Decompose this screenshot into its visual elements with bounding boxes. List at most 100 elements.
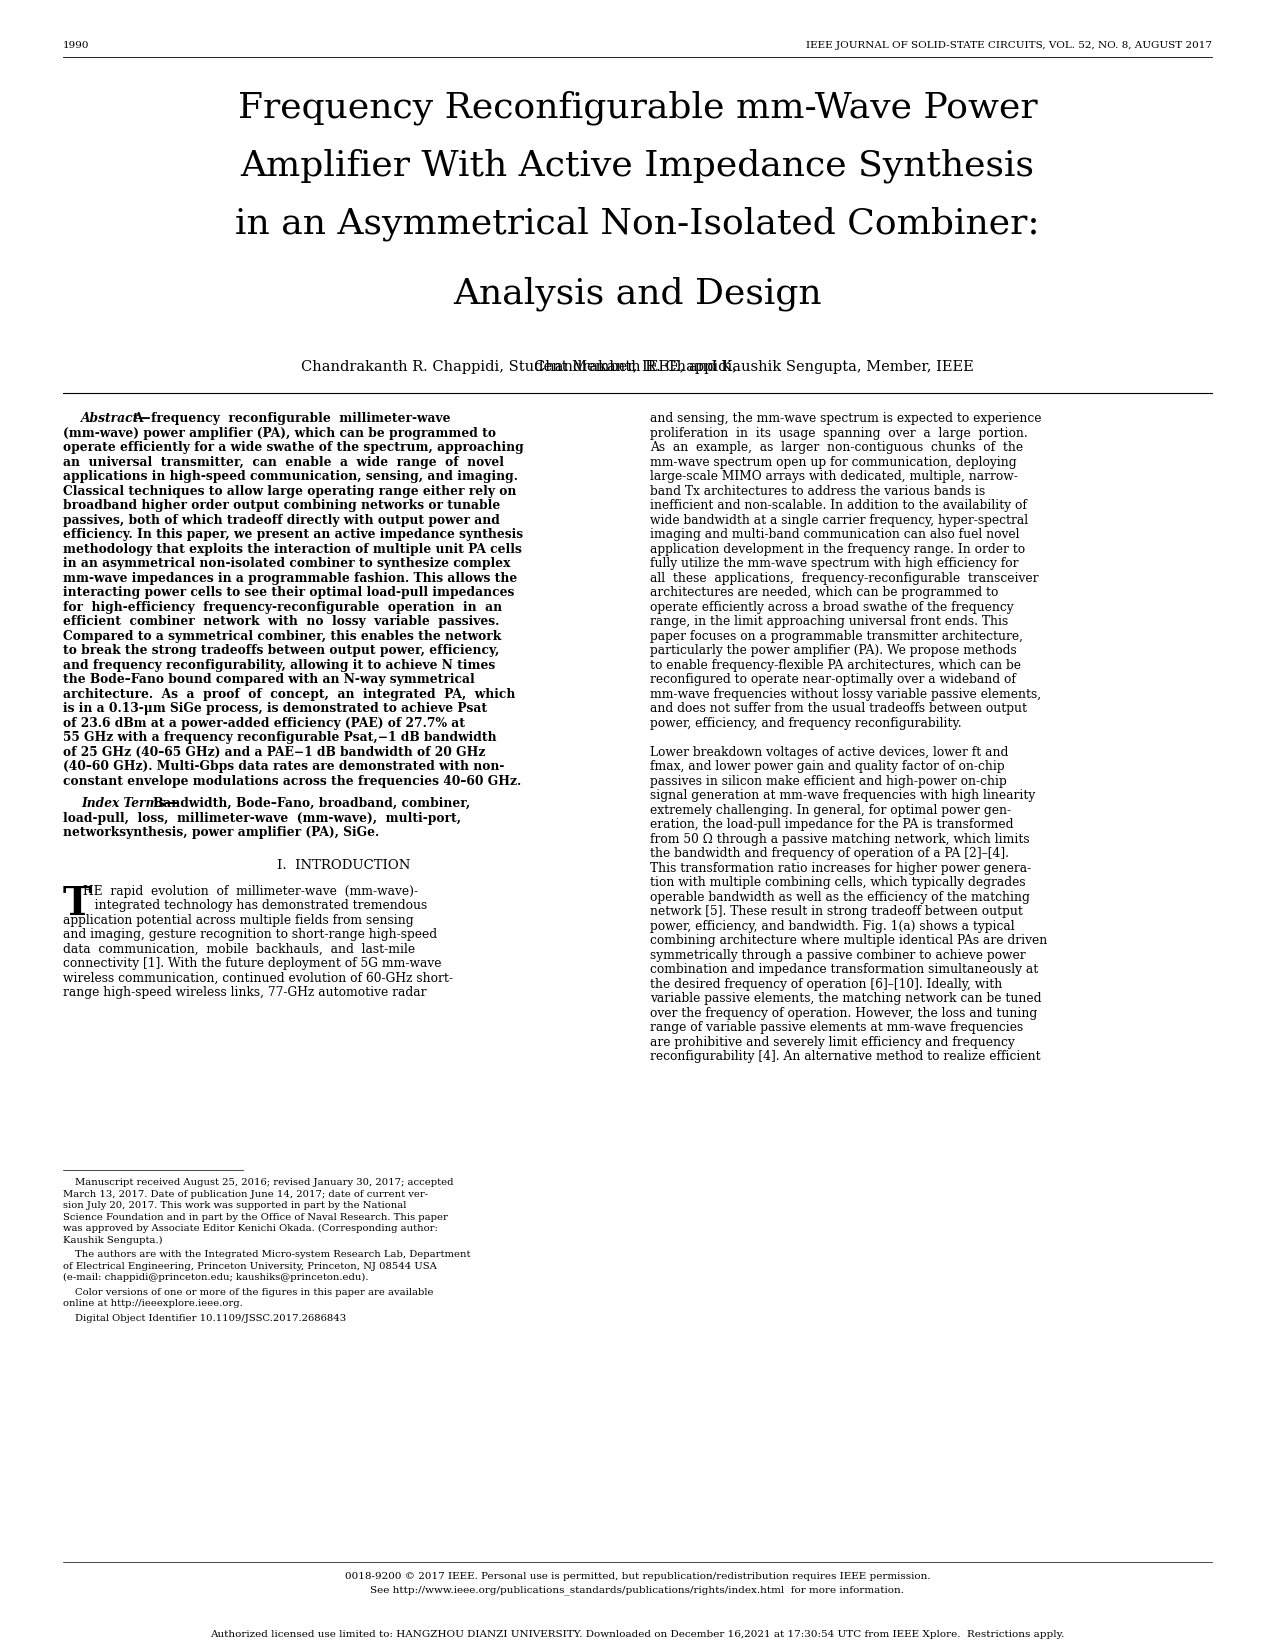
Text: of 23.6 dBm at a power-added efficiency (PAE) of 27.7% at: of 23.6 dBm at a power-added efficiency …: [62, 717, 465, 730]
Text: proliferation  in  its  usage  spanning  over  a  large  portion.: proliferation in its usage spanning over…: [650, 426, 1028, 439]
Text: and sensing, the mm-wave spectrum is expected to experience: and sensing, the mm-wave spectrum is exp…: [650, 413, 1042, 424]
Text: methodology that exploits the interaction of multiple unit PA cells: methodology that exploits the interactio…: [62, 543, 521, 555]
Text: constant envelope modulations across the frequencies 40–60 GHz.: constant envelope modulations across the…: [62, 774, 521, 788]
Text: Index Terms—: Index Terms—: [82, 797, 177, 811]
Text: This transformation ratio increases for higher power genera-: This transformation ratio increases for …: [650, 862, 1031, 875]
Text: inefficient and non-scalable. In addition to the availability of: inefficient and non-scalable. In additio…: [650, 499, 1026, 512]
Text: mm-wave spectrum open up for communication, deploying: mm-wave spectrum open up for communicati…: [650, 456, 1016, 469]
Text: reconfigured to operate near-optimally over a wideband of: reconfigured to operate near-optimally o…: [650, 674, 1016, 687]
Text: online at http://ieeexplore.ieee.org.: online at http://ieeexplore.ieee.org.: [62, 1299, 242, 1308]
Text: operate efficiently for a wide swathe of the spectrum, approaching: operate efficiently for a wide swathe of…: [62, 441, 524, 454]
Text: Amplifier With Active Impedance Synthesis: Amplifier With Active Impedance Synthesi…: [241, 149, 1034, 183]
Text: is in a 0.13-μm SiGe process, is demonstrated to achieve Psat: is in a 0.13-μm SiGe process, is demonst…: [62, 702, 487, 715]
Text: wide bandwidth at a single carrier frequency, hyper-spectral: wide bandwidth at a single carrier frequ…: [650, 513, 1028, 527]
Text: Kaushik Sengupta.): Kaushik Sengupta.): [62, 1235, 163, 1245]
Text: to enable frequency-flexible PA architectures, which can be: to enable frequency-flexible PA architec…: [650, 659, 1021, 672]
Text: operable bandwidth as well as the efficiency of the matching: operable bandwidth as well as the effici…: [650, 890, 1030, 903]
Text: range high-speed wireless links, 77-GHz automotive radar: range high-speed wireless links, 77-GHz …: [62, 986, 427, 999]
Text: Analysis and Design: Analysis and Design: [453, 276, 822, 310]
Text: power, efficiency, and bandwidth. Fig. 1(a) shows a typical: power, efficiency, and bandwidth. Fig. 1…: [650, 920, 1015, 933]
Text: Lower breakdown voltages of active devices, lower ft and: Lower breakdown voltages of active devic…: [650, 746, 1009, 758]
Text: extremely challenging. In general, for optimal power gen-: extremely challenging. In general, for o…: [650, 804, 1011, 817]
Text: the Bode–Fano bound compared with an N-way symmetrical: the Bode–Fano bound compared with an N-w…: [62, 674, 474, 687]
Text: over the frequency of operation. However, the loss and tuning: over the frequency of operation. However…: [650, 1007, 1038, 1020]
Text: architectures are needed, which can be programmed to: architectures are needed, which can be p…: [650, 586, 998, 599]
Text: passives in silicon make efficient and high-power on-chip: passives in silicon make efficient and h…: [650, 774, 1007, 788]
Text: Manuscript received August 25, 2016; revised January 30, 2017; accepted: Manuscript received August 25, 2016; rev…: [75, 1179, 454, 1187]
Text: eration, the load-pull impedance for the PA is transformed: eration, the load-pull impedance for the…: [650, 817, 1014, 830]
Text: particularly the power amplifier (PA). We propose methods: particularly the power amplifier (PA). W…: [650, 644, 1016, 657]
Text: and imaging, gesture recognition to short-range high-speed: and imaging, gesture recognition to shor…: [62, 928, 437, 941]
Text: networksynthesis, power amplifier (PA), SiGe.: networksynthesis, power amplifier (PA), …: [62, 826, 379, 839]
Text: efficiency. In this paper, we present an active impedance synthesis: efficiency. In this paper, we present an…: [62, 528, 523, 542]
Text: T: T: [62, 885, 92, 923]
Text: March 13, 2017. Date of publication June 14, 2017; date of current ver-: March 13, 2017. Date of publication June…: [62, 1189, 428, 1199]
Text: Abstract—: Abstract—: [82, 413, 152, 424]
Text: Chandrakanth R. Chappidi, Student Member, IEEE, and Kaushik Sengupta, Member, IE: Chandrakanth R. Chappidi, Student Member…: [301, 360, 974, 375]
Text: the desired frequency of operation [6]–[10]. Ideally, with: the desired frequency of operation [6]–[…: [650, 977, 1002, 991]
Text: variable passive elements, the matching network can be tuned: variable passive elements, the matching …: [650, 992, 1042, 1005]
Text: applications in high-speed communication, sensing, and imaging.: applications in high-speed communication…: [62, 471, 518, 484]
Text: reconfigurability [4]. An alternative method to realize efficient: reconfigurability [4]. An alternative me…: [650, 1050, 1040, 1063]
Text: are prohibitive and severely limit efficiency and frequency: are prohibitive and severely limit effic…: [650, 1035, 1015, 1048]
Text: Color versions of one or more of the figures in this paper are available: Color versions of one or more of the fig…: [75, 1288, 434, 1296]
Text: mm-wave impedances in a programmable fashion. This allows the: mm-wave impedances in a programmable fas…: [62, 571, 518, 584]
Text: from 50 Ω through a passive matching network, which limits: from 50 Ω through a passive matching net…: [650, 832, 1030, 845]
Text: was approved by Associate Editor Kenichi Okada. (Corresponding author:: was approved by Associate Editor Kenichi…: [62, 1223, 437, 1233]
Text: Chandrakanth R. Chappidi,: Chandrakanth R. Chappidi,: [534, 360, 741, 375]
Text: large-scale MIMO arrays with dedicated, multiple, narrow-: large-scale MIMO arrays with dedicated, …: [650, 471, 1017, 484]
Text: application potential across multiple fields from sensing: application potential across multiple fi…: [62, 913, 413, 926]
Text: Bandwidth, Bode–Fano, broadband, combiner,: Bandwidth, Bode–Fano, broadband, combine…: [153, 797, 470, 811]
Text: connectivity [1]. With the future deployment of 5G mm-wave: connectivity [1]. With the future deploy…: [62, 958, 441, 971]
Text: and does not suffer from the usual tradeoffs between output: and does not suffer from the usual trade…: [650, 702, 1026, 715]
Text: of Electrical Engineering, Princeton University, Princeton, NJ 08544 USA: of Electrical Engineering, Princeton Uni…: [62, 1261, 437, 1271]
Text: and frequency reconfigurability, allowing it to achieve N times: and frequency reconfigurability, allowin…: [62, 659, 495, 672]
Text: Digital Object Identifier 10.1109/JSSC.2017.2686843: Digital Object Identifier 10.1109/JSSC.2…: [75, 1314, 346, 1322]
Text: As  an  example,  as  larger  non-contiguous  chunks  of  the: As an example, as larger non-contiguous …: [650, 441, 1023, 454]
Text: architecture.  As  a  proof  of  concept,  an  integrated  PA,  which: architecture. As a proof of concept, an …: [62, 687, 515, 700]
Text: 1990: 1990: [62, 41, 89, 50]
Text: (40–60 GHz). Multi-Gbps data rates are demonstrated with non-: (40–60 GHz). Multi-Gbps data rates are d…: [62, 759, 505, 773]
Text: an  universal  transmitter,  can  enable  a  wide  range  of  novel: an universal transmitter, can enable a w…: [62, 456, 504, 469]
Text: range, in the limit approaching universal front ends. This: range, in the limit approaching universa…: [650, 616, 1009, 627]
Text: application development in the frequency range. In order to: application development in the frequency…: [650, 543, 1025, 555]
Text: passives, both of which tradeoff directly with output power and: passives, both of which tradeoff directl…: [62, 513, 500, 527]
Text: fully utilize the mm-wave spectrum with high efficiency for: fully utilize the mm-wave spectrum with …: [650, 556, 1019, 570]
Text: combining architecture where multiple identical PAs are driven: combining architecture where multiple id…: [650, 934, 1047, 948]
Text: all  these  applications,  frequency-reconfigurable  transceiver: all these applications, frequency-reconf…: [650, 571, 1039, 584]
Text: paper focuses on a programmable transmitter architecture,: paper focuses on a programmable transmit…: [650, 629, 1023, 642]
Text: 0018-9200 © 2017 IEEE. Personal use is permitted, but republication/redistributi: 0018-9200 © 2017 IEEE. Personal use is p…: [344, 1572, 931, 1582]
Text: signal generation at mm-wave frequencies with high linearity: signal generation at mm-wave frequencies…: [650, 789, 1035, 802]
Text: Frequency Reconfigurable mm-Wave Power: Frequency Reconfigurable mm-Wave Power: [237, 91, 1038, 124]
Text: tion with multiple combining cells, which typically degrades: tion with multiple combining cells, whic…: [650, 877, 1025, 888]
Text: imaging and multi-band communication can also fuel novel: imaging and multi-band communication can…: [650, 528, 1020, 542]
Text: HE  rapid  evolution  of  millimeter-wave  (mm-wave)-: HE rapid evolution of millimeter-wave (m…: [83, 885, 418, 898]
Text: (e-mail: chappidi@princeton.edu; kaushiks@princeton.edu).: (e-mail: chappidi@princeton.edu; kaushik…: [62, 1273, 368, 1283]
Text: data  communication,  mobile  backhauls,  and  last-mile: data communication, mobile backhauls, an…: [62, 943, 416, 956]
Text: symmetrically through a passive combiner to achieve power: symmetrically through a passive combiner…: [650, 949, 1025, 961]
Text: 55 GHz with a frequency reconfigurable Psat,−1 dB bandwidth: 55 GHz with a frequency reconfigurable P…: [62, 731, 497, 745]
Text: See http://www.ieee.org/publications_standards/publications/rights/index.html  f: See http://www.ieee.org/publications_sta…: [371, 1585, 904, 1595]
Text: sion July 20, 2017. This work was supported in part by the National: sion July 20, 2017. This work was suppor…: [62, 1200, 407, 1210]
Text: power, efficiency, and frequency reconfigurability.: power, efficiency, and frequency reconfi…: [650, 717, 961, 730]
Text: network [5]. These result in strong tradeoff between output: network [5]. These result in strong trad…: [650, 905, 1023, 918]
Text: for  high-efficiency  frequency-reconfigurable  operation  in  an: for high-efficiency frequency-reconfigur…: [62, 601, 502, 614]
Text: load-pull,  loss,  millimeter-wave  (mm-wave),  multi-port,: load-pull, loss, millimeter-wave (mm-wav…: [62, 812, 462, 824]
Text: of 25 GHz (40–65 GHz) and a PAE−1 dB bandwidth of 20 GHz: of 25 GHz (40–65 GHz) and a PAE−1 dB ban…: [62, 746, 486, 758]
Text: Classical techniques to allow large operating range either rely on: Classical techniques to allow large oper…: [62, 484, 516, 497]
Text: fmax, and lower power gain and quality factor of on-chip: fmax, and lower power gain and quality f…: [650, 759, 1005, 773]
Text: I.  INTRODUCTION: I. INTRODUCTION: [278, 859, 411, 872]
Text: the bandwidth and frequency of operation of a PA [2]–[4].: the bandwidth and frequency of operation…: [650, 847, 1009, 860]
Text: Compared to a symmetrical combiner, this enables the network: Compared to a symmetrical combiner, this…: [62, 629, 501, 642]
Text: interacting power cells to see their optimal load-pull impedances: interacting power cells to see their opt…: [62, 586, 514, 599]
Text: combination and impedance transformation simultaneously at: combination and impedance transformation…: [650, 963, 1038, 976]
Text: Authorized licensed use limited to: HANGZHOU DIANZI UNIVERSITY. Downloaded on De: Authorized licensed use limited to: HANG…: [210, 1630, 1065, 1639]
Text: Science Foundation and in part by the Office of Naval Research. This paper: Science Foundation and in part by the Of…: [62, 1212, 448, 1222]
Text: in an asymmetrical non-isolated combiner to synthesize complex: in an asymmetrical non-isolated combiner…: [62, 556, 510, 570]
Text: operate efficiently across a broad swathe of the frequency: operate efficiently across a broad swath…: [650, 601, 1014, 614]
Text: A  frequency  reconfigurable  millimeter-wave: A frequency reconfigurable millimeter-wa…: [133, 413, 450, 424]
Text: in an Asymmetrical Non-Isolated Combiner:: in an Asymmetrical Non-Isolated Combiner…: [235, 206, 1040, 241]
Text: wireless communication, continued evolution of 60-GHz short-: wireless communication, continued evolut…: [62, 971, 453, 984]
Text: (mm-wave) power amplifier (PA), which can be programmed to: (mm-wave) power amplifier (PA), which ca…: [62, 426, 496, 439]
Text: efficient  combiner  network  with  no  lossy  variable  passives.: efficient combiner network with no lossy…: [62, 616, 500, 627]
